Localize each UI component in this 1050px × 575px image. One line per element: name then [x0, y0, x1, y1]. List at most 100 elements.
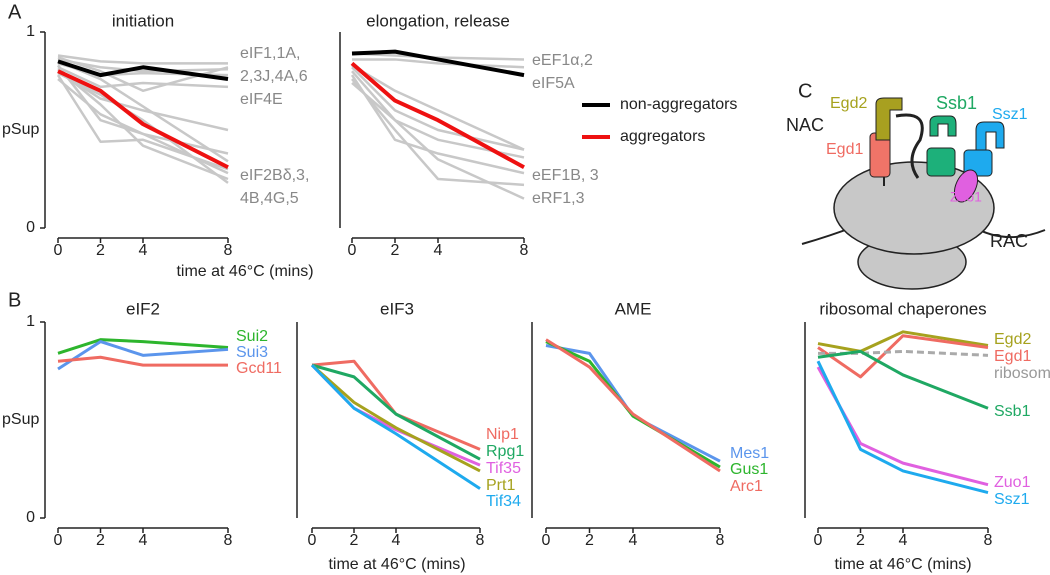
diagram-label: NAC: [786, 115, 824, 135]
series-label: Ssb1: [994, 403, 1031, 420]
y-tick-label: 1: [26, 313, 35, 330]
series-label: Gcd11: [236, 360, 282, 377]
x-tick-label: 0: [54, 242, 63, 259]
panel-title: eIF3: [380, 299, 414, 318]
ssz1-top: [975, 121, 1005, 151]
annotation: eIF1,1A,: [240, 45, 300, 62]
annotation: eRF1,3: [532, 190, 585, 207]
series-label: Tif34: [486, 493, 521, 510]
series-line: [350, 61, 525, 169]
series-label: ribosome: [994, 365, 1050, 382]
y-axis-label: pSup: [2, 411, 39, 428]
egd2-shape: [875, 97, 903, 141]
ssz1-shape: [963, 149, 993, 177]
diagram-label: Ssb1: [936, 93, 977, 113]
diagram-label: Egd1: [826, 141, 863, 158]
series-label: Sui2: [236, 328, 268, 345]
gene-line: [351, 82, 525, 200]
annotation: 4B,4G,5: [240, 190, 299, 207]
series-label: Tif35: [486, 460, 521, 477]
series-label: Arc1: [730, 478, 763, 495]
annotation: eIF4E: [240, 91, 283, 108]
x-tick-label: 8: [224, 242, 233, 259]
series-line: [311, 359, 481, 451]
panel-title: ribosomal chaperones: [819, 299, 986, 318]
x-tick-label: 0: [814, 532, 823, 549]
gene-line: [351, 66, 525, 151]
series-line: [545, 344, 721, 463]
series-label: Gus1: [730, 461, 768, 478]
gene-line: [350, 74, 525, 175]
series-line: [816, 366, 989, 487]
x-tick-label: 0: [308, 532, 317, 549]
panel-letter: C: [798, 80, 812, 102]
series-line: [310, 364, 481, 490]
series-line: [57, 340, 229, 371]
ssb1-shape: [926, 147, 956, 177]
series-label: Zuo1: [994, 474, 1031, 491]
series-line: [816, 360, 989, 494]
x-tick-label: 4: [899, 532, 908, 549]
series-line: [817, 349, 989, 410]
x-tick-label: 0: [348, 242, 357, 259]
gene-line: [351, 70, 525, 159]
legend-label: non-aggregators: [620, 96, 737, 113]
annotation: 2,3J,4A,6: [240, 68, 308, 85]
series-line: [818, 349, 989, 357]
panel-title: initiation: [112, 11, 174, 30]
x-axis-label: time at 46°C (mins): [176, 263, 313, 280]
x-tick-label: 2: [585, 532, 594, 549]
x-tick-label: 8: [984, 532, 993, 549]
x-tick-label: 8: [716, 532, 725, 549]
x-axis-label: time at 46°C (mins): [328, 556, 465, 573]
diagram-label: Ssz1: [992, 106, 1028, 123]
series-line: [817, 334, 989, 379]
y-tick-label: 0: [26, 219, 35, 236]
series-line: [817, 330, 989, 353]
series-label: Rpg1: [486, 443, 524, 460]
x-tick-label: 4: [139, 242, 148, 259]
series-line: [57, 355, 228, 367]
x-tick-label: 0: [542, 532, 551, 549]
gene-line: [57, 66, 229, 89]
x-tick-label: 8: [476, 532, 485, 549]
diagram-label: RAC: [990, 231, 1028, 251]
x-tick-label: 2: [96, 242, 105, 259]
x-tick-label: 0: [54, 532, 63, 549]
series-label: Prt1: [486, 477, 515, 494]
panel-letter: A: [8, 1, 22, 23]
x-tick-label: 8: [520, 242, 529, 259]
series-label: Egd1: [994, 348, 1031, 365]
x-tick-label: 4: [139, 532, 148, 549]
series-line: [545, 338, 721, 473]
x-tick-label: 4: [629, 532, 638, 549]
x-tick-label: 8: [224, 532, 233, 549]
zuo1-shape: [953, 169, 979, 203]
series-line: [311, 363, 481, 461]
gene-line: [351, 78, 525, 187]
x-tick-label: 2: [96, 532, 105, 549]
panel-title: eIF2: [126, 299, 160, 318]
series-label: Egd2: [994, 331, 1031, 348]
linker: [895, 113, 924, 179]
x-tick-label: 2: [856, 532, 865, 549]
x-tick-label: 4: [434, 242, 443, 259]
series-label: Ssz1: [994, 491, 1030, 508]
y-tick-label: 0: [26, 509, 35, 526]
panel-title: AME: [615, 299, 652, 318]
gene-line: [57, 69, 229, 170]
x-tick-label: 2: [391, 242, 400, 259]
gene-line: [57, 56, 229, 93]
gene-line: [57, 59, 229, 82]
series-label: Mes1: [730, 445, 769, 462]
large-subunit: [833, 161, 995, 255]
diagram-label: Zuo1: [950, 189, 982, 205]
diagram-label: Egd2: [830, 95, 867, 112]
x-tick-label: 2: [350, 532, 359, 549]
annotation: eEF1B, 3: [532, 167, 599, 184]
annotation: eIF5A: [532, 75, 575, 92]
gene-line: [57, 54, 228, 65]
panel-title: elongation, release: [366, 11, 510, 30]
series-line: [351, 49, 525, 78]
ssb1-top: [929, 115, 957, 137]
